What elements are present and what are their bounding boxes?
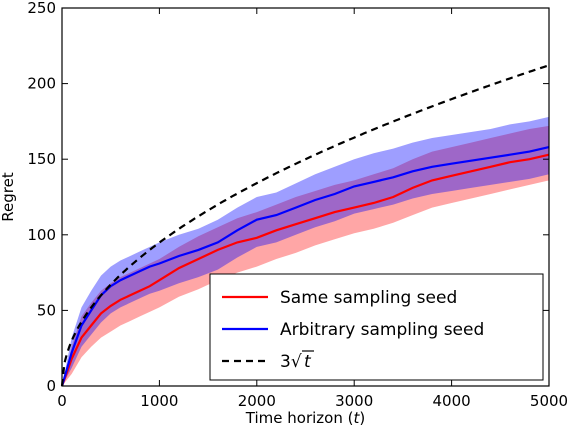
x-tick-label: 2000 <box>238 392 276 410</box>
x-tick-label: 0 <box>57 392 67 410</box>
legend-label-1: Arbitrary sampling seed <box>280 320 484 340</box>
x-axis-label: Time horizon (t) <box>245 409 365 427</box>
plot-frame <box>61 7 550 387</box>
x-axis: 0 1000 2000 3000 4000 5000 <box>57 8 568 410</box>
band-1 <box>62 116 549 387</box>
legend-label-2: 3√ t <box>280 350 314 372</box>
y-axis-label: Regret <box>0 172 17 222</box>
y-tick-label: 150 <box>27 150 56 168</box>
x-tick-label: 5000 <box>530 392 568 410</box>
band-0 <box>62 125 549 387</box>
svg-text:t: t <box>304 352 312 372</box>
series-line-1 <box>60 146 550 387</box>
y-tick-label: 250 <box>27 0 56 17</box>
series-line-0 <box>60 153 550 387</box>
x-tick-label: 4000 <box>433 392 471 410</box>
y-tick-label: 50 <box>37 301 56 319</box>
bands-layer <box>62 116 549 387</box>
y-tick-label: 200 <box>27 75 56 93</box>
svg-text:3√: 3√ <box>280 352 302 372</box>
legend: Same sampling seed Arbitrary sampling see… <box>209 273 544 381</box>
lines-layer <box>60 64 550 387</box>
y-tick-label: 0 <box>46 377 56 395</box>
y-axis: 0 50 100 150 200 250 <box>27 0 549 395</box>
series-line-2 <box>60 64 550 387</box>
y-tick-label: 100 <box>27 226 56 244</box>
legend-box <box>209 273 544 381</box>
legend-label-0: Same sampling seed <box>280 288 457 308</box>
x-tick-label: 3000 <box>335 392 373 410</box>
x-tick-label: 1000 <box>140 392 178 410</box>
